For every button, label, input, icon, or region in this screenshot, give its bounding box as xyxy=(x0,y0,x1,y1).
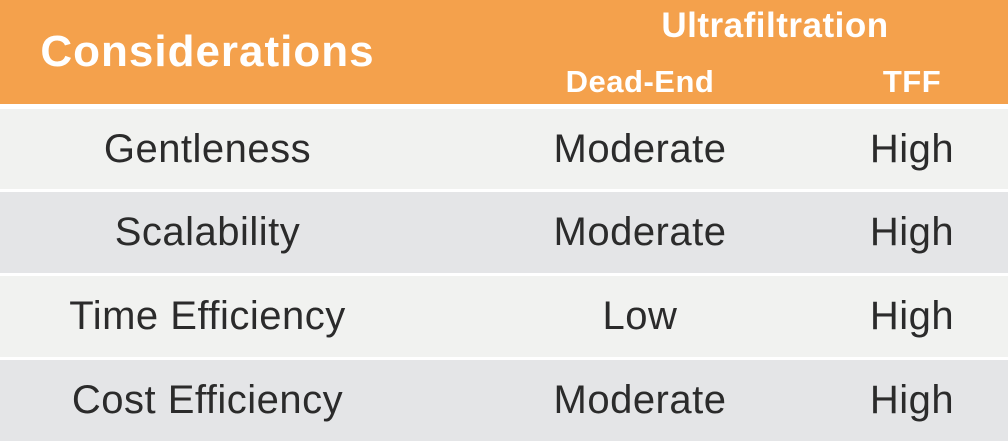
dead-end-value: Moderate xyxy=(553,126,727,171)
header-considerations: Considerations xyxy=(40,27,375,76)
header-group-ultrafiltration: Ultrafiltration xyxy=(661,6,889,45)
dead-end-value: Moderate xyxy=(553,378,727,422)
row-label: Scalability xyxy=(114,210,301,254)
tff-value: High xyxy=(869,210,955,254)
table-row: Scalability Moderate High xyxy=(0,192,1008,273)
dead-end-value: Low xyxy=(602,294,678,338)
table-row: Cost Efficiency Moderate High xyxy=(0,360,1008,441)
row-label: Cost Efficiency xyxy=(71,378,344,422)
row-label: Gentleness xyxy=(103,126,312,171)
dead-end-value: Moderate xyxy=(553,210,727,254)
tff-value: High xyxy=(869,294,955,338)
tff-value: High xyxy=(869,378,955,422)
tff-value: High xyxy=(869,126,955,171)
table-row: Time Efficiency Low High xyxy=(0,276,1008,357)
header-sub-dead-end: Dead-End xyxy=(565,64,715,99)
row-label: Time Efficiency xyxy=(69,294,346,338)
table-header: Considerations Ultrafiltration Dead-End … xyxy=(0,0,1008,104)
table-row: Gentleness Moderate High xyxy=(0,109,1008,189)
header-sub-tff: TFF xyxy=(882,64,942,99)
